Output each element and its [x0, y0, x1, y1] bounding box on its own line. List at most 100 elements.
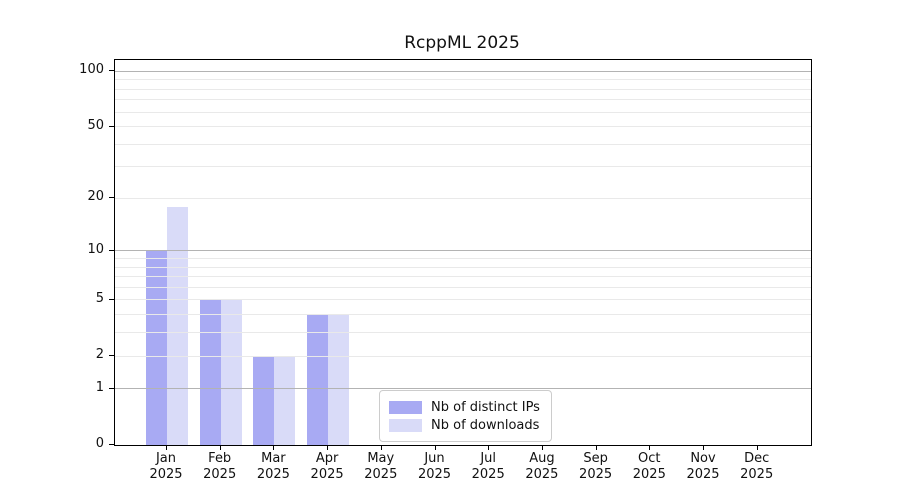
y-tick-mark — [109, 125, 114, 127]
minor-gridline — [115, 332, 811, 334]
y-tick-label: 1 — [95, 379, 104, 395]
x-tick-label: Feb 2025 — [189, 451, 251, 483]
x-tick-label: May 2025 — [350, 451, 412, 483]
legend-swatch-distinct-ips — [389, 400, 422, 414]
y-tick-mark — [109, 197, 114, 199]
x-tick-mark — [649, 445, 651, 450]
bar-distinct-ips — [146, 250, 167, 445]
x-tick-mark — [219, 445, 221, 450]
x-tick-mark — [595, 445, 597, 450]
x-tick-month: Oct — [638, 451, 661, 466]
x-tick-mark — [273, 445, 275, 450]
x-tick-mark — [756, 445, 758, 450]
x-tick-label: Jan 2025 — [135, 451, 197, 483]
x-tick-month: Nov — [690, 451, 716, 466]
x-tick-year: 2025 — [256, 467, 290, 482]
minor-gridline — [115, 266, 811, 268]
x-tick-label: Mar 2025 — [242, 451, 304, 483]
bar-downloads — [167, 206, 188, 445]
bar-distinct-ips — [199, 299, 221, 445]
minor-gridline — [115, 88, 811, 90]
minor-gridline — [115, 299, 811, 301]
minor-gridline — [115, 166, 811, 168]
x-tick-month: Jun — [424, 451, 445, 466]
x-tick-mark — [434, 445, 436, 450]
x-tick-month: Mar — [261, 451, 286, 466]
bar-downloads — [274, 356, 296, 445]
x-tick-label: Nov 2025 — [672, 451, 734, 483]
x-tick-label: Aug 2025 — [511, 451, 573, 483]
y-tick-mark — [109, 387, 114, 389]
minor-gridline — [115, 197, 811, 199]
legend-label-distinct-ips: Nb of distinct IPs — [431, 399, 540, 415]
y-tick-label: 5 — [95, 290, 104, 306]
legend-row-distinct-ips: Nb of distinct IPs — [389, 398, 540, 416]
bar-downloads — [220, 299, 242, 445]
minor-gridline — [115, 314, 811, 316]
x-tick-month: Dec — [744, 451, 770, 466]
y-tick-mark — [109, 444, 114, 445]
chart-title: RcppML 2025 — [404, 33, 520, 53]
legend: Nb of distinct IPs Nb of downloads — [379, 390, 552, 442]
y-tick-mark — [109, 70, 114, 72]
bar-distinct-ips — [253, 356, 275, 445]
minor-gridline — [115, 276, 811, 278]
minor-gridline — [115, 79, 811, 81]
y-tick-label: 50 — [87, 117, 104, 133]
minor-gridline — [115, 111, 811, 113]
x-tick-year: 2025 — [525, 467, 559, 482]
major-gridline — [115, 250, 811, 252]
bar-distinct-ips — [307, 314, 329, 445]
x-tick-mark — [166, 445, 167, 450]
legend-row-downloads: Nb of downloads — [389, 416, 540, 434]
x-tick-year: 2025 — [471, 467, 505, 482]
bar-downloads — [328, 314, 350, 445]
minor-gridline — [115, 143, 811, 145]
y-tick-label: 100 — [79, 62, 104, 78]
y-tick-label: 10 — [87, 241, 104, 257]
x-tick-year: 2025 — [579, 467, 613, 482]
x-tick-year: 2025 — [149, 467, 183, 482]
minor-gridline — [115, 257, 811, 259]
x-tick-label: Apr 2025 — [296, 451, 358, 483]
minor-gridline — [115, 99, 811, 101]
y-tick-mark — [109, 298, 114, 300]
plot-area: Nb of distinct IPs Nb of downloads — [114, 59, 812, 446]
x-tick-month: Apr — [315, 451, 339, 466]
x-tick-year: 2025 — [417, 467, 452, 482]
x-tick-year: 2025 — [310, 467, 344, 482]
legend-label-downloads: Nb of downloads — [431, 417, 540, 433]
minor-gridline — [115, 355, 811, 357]
x-tick-label: Oct 2025 — [618, 451, 680, 483]
x-tick-label: Sep 2025 — [565, 451, 627, 483]
x-tick-label: Dec 2025 — [726, 451, 788, 483]
minor-gridline — [115, 126, 811, 128]
y-tick-mark — [109, 355, 114, 356]
x-tick-mark — [488, 445, 490, 450]
x-tick-label: Jul 2025 — [457, 451, 519, 483]
x-tick-mark — [703, 445, 704, 450]
x-tick-year: 2025 — [740, 467, 774, 482]
x-tick-year: 2025 — [632, 467, 666, 482]
major-gridline — [115, 70, 811, 72]
major-gridline — [115, 388, 811, 390]
y-tick-mark — [109, 249, 114, 251]
x-tick-month: Aug — [529, 451, 555, 466]
x-tick-month: Jul — [480, 451, 497, 466]
x-tick-year: 2025 — [364, 467, 398, 482]
x-tick-month: Sep — [583, 451, 608, 466]
y-tick-label: 2 — [95, 347, 104, 362]
minor-gridline — [115, 286, 811, 288]
x-tick-year: 2025 — [203, 467, 237, 482]
legend-swatch-downloads — [389, 418, 422, 432]
y-tick-label: 0 — [95, 436, 104, 451]
x-tick-year: 2025 — [686, 467, 720, 482]
x-tick-mark — [327, 445, 329, 450]
y-tick-label: 20 — [87, 189, 104, 205]
x-tick-month: May — [367, 451, 395, 466]
x-tick-month: Feb — [208, 451, 232, 466]
x-tick-mark — [541, 445, 543, 450]
x-tick-mark — [380, 445, 382, 450]
x-tick-month: Jan — [155, 451, 177, 466]
